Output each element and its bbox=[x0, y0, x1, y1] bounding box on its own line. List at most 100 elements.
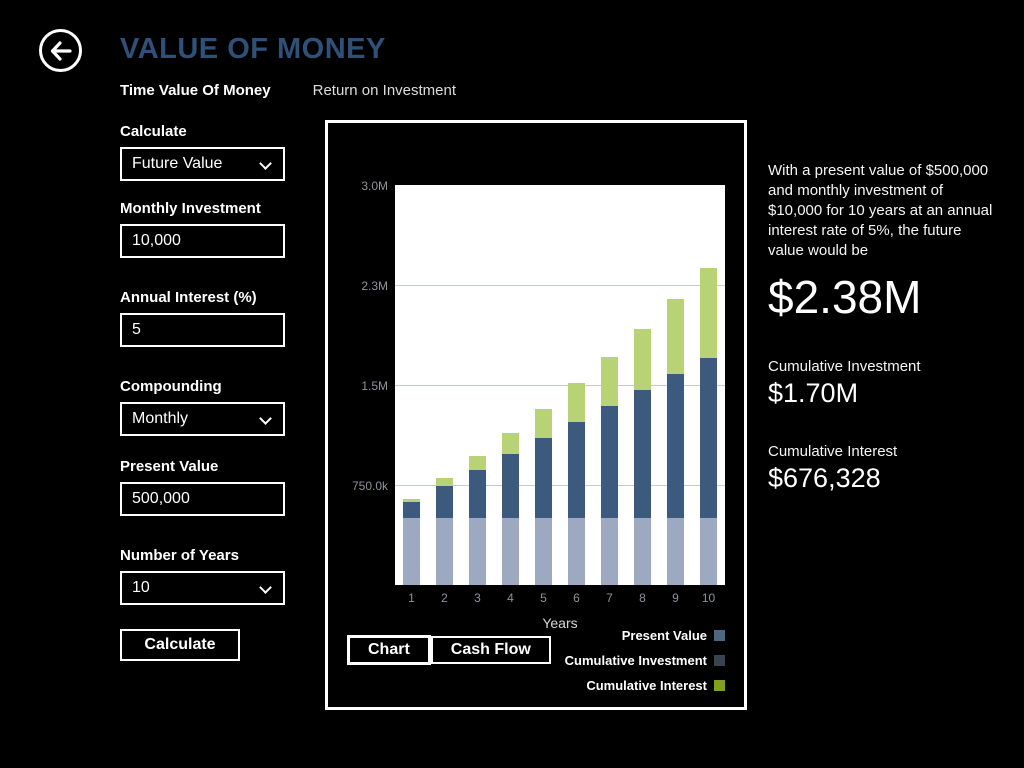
bar-segment bbox=[667, 374, 684, 519]
bar-segment bbox=[403, 518, 420, 585]
legend-item: Present Value bbox=[565, 628, 725, 643]
x-tick-label: 8 bbox=[639, 591, 646, 605]
cumulative-investment-value: $1.70M bbox=[768, 378, 859, 408]
gridline bbox=[395, 285, 725, 286]
bar-segment bbox=[667, 518, 684, 585]
bar-segment bbox=[469, 518, 486, 585]
y-tick-label: 2.3M bbox=[361, 279, 388, 293]
present-value-input[interactable] bbox=[122, 484, 283, 514]
cash-flow-view-button[interactable]: Cash Flow bbox=[430, 636, 551, 664]
tab-bar: Time Value Of Money Return on Investment bbox=[120, 82, 456, 99]
calculate-label: Calculate bbox=[120, 123, 187, 140]
bar-segment bbox=[436, 486, 453, 519]
cumulative-investment-label: Cumulative Investment bbox=[768, 358, 921, 375]
tab-return-on-investment[interactable]: Return on Investment bbox=[312, 82, 457, 99]
y-tick-label: 750.0k bbox=[351, 479, 388, 493]
bar-segment bbox=[634, 518, 651, 585]
legend-item: Cumulative Interest bbox=[565, 678, 725, 693]
present-value-label: Present Value bbox=[120, 458, 219, 475]
y-tick-label: 1.5M bbox=[361, 379, 388, 393]
x-tick-label: 9 bbox=[672, 591, 679, 605]
number-of-years-label: Number of Years bbox=[120, 547, 239, 564]
bar-segment bbox=[502, 518, 519, 585]
tab-time-value-of-money[interactable]: Time Value Of Money bbox=[120, 82, 271, 99]
legend-swatch bbox=[714, 630, 725, 641]
legend-swatch bbox=[714, 680, 725, 691]
bar-segment bbox=[700, 358, 717, 519]
x-tick-label: 7 bbox=[606, 591, 613, 605]
bar-segment bbox=[436, 477, 453, 487]
results-panel: With a present value of $500,000 and mon… bbox=[768, 161, 1000, 494]
annual-interest-field-group: Annual Interest (%) bbox=[120, 289, 285, 347]
back-button[interactable] bbox=[39, 29, 82, 72]
legend-label: Cumulative Interest bbox=[586, 678, 707, 693]
bar-segment bbox=[568, 422, 585, 519]
x-tick-label: 5 bbox=[540, 591, 547, 605]
chart-view-button[interactable]: Chart bbox=[347, 635, 431, 665]
bar-segment bbox=[535, 438, 552, 519]
bar-segment bbox=[700, 268, 717, 359]
bar-segment bbox=[601, 406, 618, 519]
x-tick-label: 10 bbox=[701, 591, 716, 605]
legend-item: Cumulative Investment bbox=[565, 653, 725, 668]
compounding-dropdown[interactable]: Monthly bbox=[120, 402, 285, 436]
bar-segment bbox=[667, 299, 684, 375]
summary-text: With a present value of $500,000 and mon… bbox=[768, 162, 993, 259]
legend-label: Cumulative Investment bbox=[564, 653, 707, 668]
number-of-years-dropdown[interactable]: 10 bbox=[120, 571, 285, 605]
bar-segment bbox=[403, 498, 420, 503]
bar-segment bbox=[436, 518, 453, 585]
bar-segment bbox=[634, 390, 651, 519]
bar-segment bbox=[568, 518, 585, 585]
chart-panel: 3.0M 2.3M 1.5M 750.0k 1 2 3 4 5 6 7 8 9 10 Years Cha… bbox=[325, 120, 747, 710]
legend-label: Present Value bbox=[621, 628, 707, 643]
bar-segment bbox=[502, 432, 519, 455]
calculate-dropdown-value: Future Value bbox=[132, 155, 223, 172]
x-tick-label: 4 bbox=[507, 591, 514, 605]
bar-segment bbox=[535, 408, 552, 439]
bar-segment bbox=[469, 470, 486, 519]
annual-interest-input[interactable] bbox=[122, 315, 283, 345]
chart-legend: Present Value Cumulative Investment Cumula… bbox=[565, 628, 725, 703]
compounding-label: Compounding bbox=[120, 378, 222, 395]
x-tick-label: 6 bbox=[573, 591, 580, 605]
y-tick-label: 3.0M bbox=[361, 179, 388, 193]
page-title: VALUE OF MONEY bbox=[120, 33, 386, 65]
annual-interest-label: Annual Interest (%) bbox=[120, 289, 257, 306]
gridline bbox=[395, 485, 725, 486]
chart-view-toggle: Chart Cash Flow bbox=[347, 635, 551, 665]
x-tick-label: 3 bbox=[474, 591, 481, 605]
chevron-down-icon bbox=[259, 581, 272, 594]
number-of-years-field-group: Number of Years 10 bbox=[120, 547, 285, 605]
annual-interest-field-box bbox=[120, 313, 285, 347]
legend-swatch bbox=[714, 655, 725, 666]
bar-segment bbox=[502, 454, 519, 519]
monthly-investment-input[interactable] bbox=[122, 226, 283, 256]
chevron-down-icon bbox=[259, 157, 272, 170]
x-axis-title: Years bbox=[542, 615, 578, 631]
compounding-dropdown-value: Monthly bbox=[132, 410, 189, 427]
calculate-dropdown[interactable]: Future Value bbox=[120, 147, 285, 181]
bar-segment bbox=[469, 455, 486, 471]
chevron-down-icon bbox=[259, 412, 272, 425]
calculate-button[interactable]: Calculate bbox=[120, 629, 240, 661]
cumulative-interest-label: Cumulative Interest bbox=[768, 443, 898, 460]
monthly-investment-field-box bbox=[120, 224, 285, 258]
bar-segment bbox=[634, 328, 651, 391]
bar-segment bbox=[403, 502, 420, 519]
bar-segment bbox=[601, 518, 618, 585]
gridline bbox=[395, 385, 725, 386]
number-of-years-dropdown-value: 10 bbox=[132, 579, 150, 596]
bar-segment bbox=[568, 383, 585, 423]
bar-segment bbox=[700, 518, 717, 585]
cumulative-interest-value: $676,328 bbox=[768, 463, 881, 493]
bar-segment bbox=[535, 518, 552, 585]
calculate-field-group: Calculate Future Value bbox=[120, 123, 285, 181]
monthly-investment-field-group: Monthly Investment bbox=[120, 200, 285, 258]
monthly-investment-label: Monthly Investment bbox=[120, 200, 261, 217]
x-tick-label: 2 bbox=[441, 591, 448, 605]
present-value-field-box bbox=[120, 482, 285, 516]
compounding-field-group: Compounding Monthly bbox=[120, 378, 285, 436]
future-value: $2.38M bbox=[768, 271, 922, 323]
